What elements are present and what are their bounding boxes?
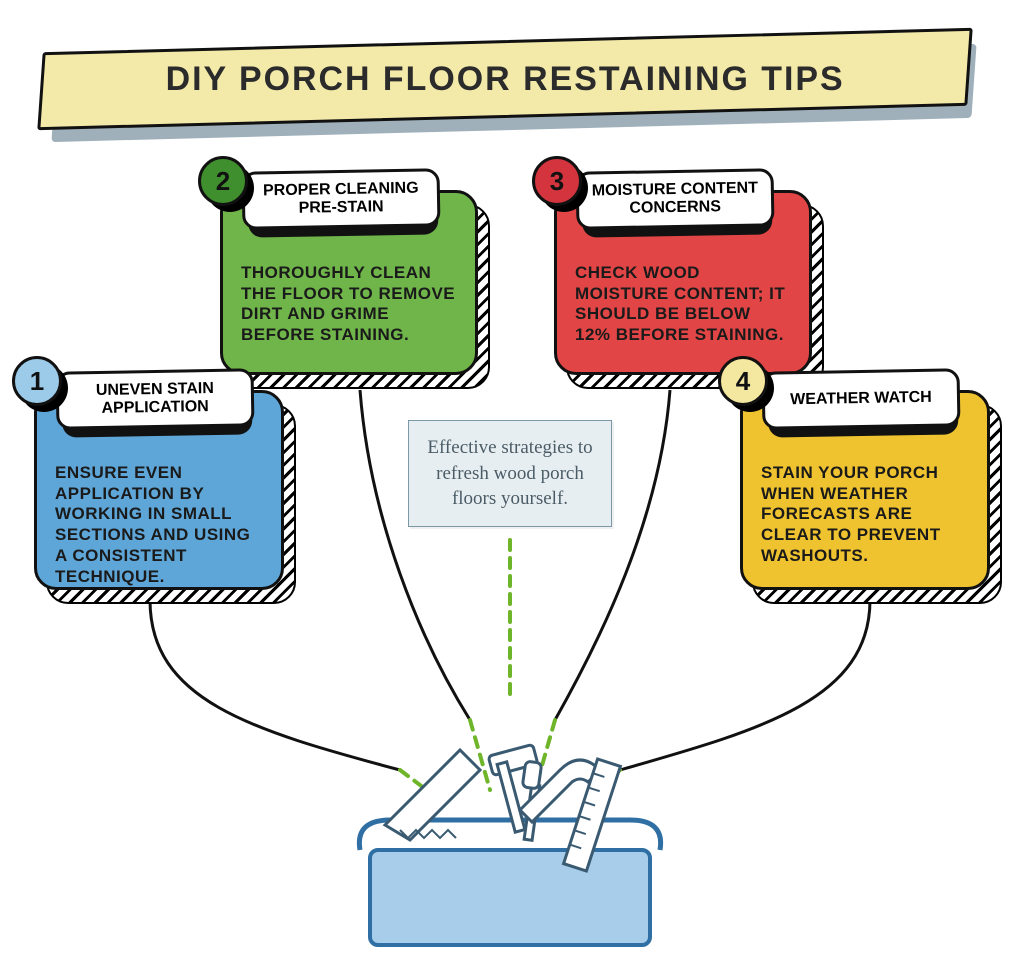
page-title: DIY PORCH FLOOR RESTAINING TIPS <box>165 60 844 99</box>
card-heading: Weather Watch <box>762 368 961 429</box>
tip-body-text: Check wood moisture content; it should b… <box>575 263 785 344</box>
subtitle-box: Effective strategies to refresh wood por… <box>408 420 612 527</box>
tip-number: 4 <box>736 366 750 397</box>
tip-number-badge: 1 <box>12 356 62 406</box>
tip-body-text: Thoroughly clean the floor to remove dir… <box>241 263 455 344</box>
tip-number-badge: 2 <box>198 156 248 206</box>
subtitle-text: Effective strategies to refresh wood por… <box>427 437 592 509</box>
tip-body-text: Ensure even application by working in sm… <box>55 463 250 586</box>
tip-heading-text: Proper Cleaning Pre-Stain <box>255 179 428 219</box>
card-heading: Uneven Stain Application <box>56 368 255 429</box>
tip-body-text: Stain your porch when weather forecasts … <box>761 463 941 565</box>
tip-number: 3 <box>550 166 564 197</box>
tip-heading-text: Weather Watch <box>790 389 932 410</box>
toolbox-icon <box>330 740 690 960</box>
tip-heading-text: Uneven Stain Application <box>69 379 242 419</box>
tip-number: 1 <box>30 366 44 397</box>
tip-heading-text: Moisture Content Concerns <box>589 179 762 219</box>
tip-number-badge: 4 <box>718 356 768 406</box>
tip-card-4: Stain your porch when weather forecasts … <box>740 390 990 590</box>
tip-card-1: Ensure even application by working in sm… <box>34 390 284 590</box>
tip-number-badge: 3 <box>532 156 582 206</box>
tip-card-3: Check wood moisture content; it should b… <box>554 190 812 375</box>
title-banner: DIY PORCH FLOOR RESTAINING TIPS <box>40 34 984 134</box>
card-heading: Moisture Content Concerns <box>576 168 775 229</box>
tip-card-2: Thoroughly clean the floor to remove dir… <box>220 190 478 375</box>
tip-number: 2 <box>216 166 230 197</box>
card-heading: Proper Cleaning Pre-Stain <box>242 168 441 229</box>
